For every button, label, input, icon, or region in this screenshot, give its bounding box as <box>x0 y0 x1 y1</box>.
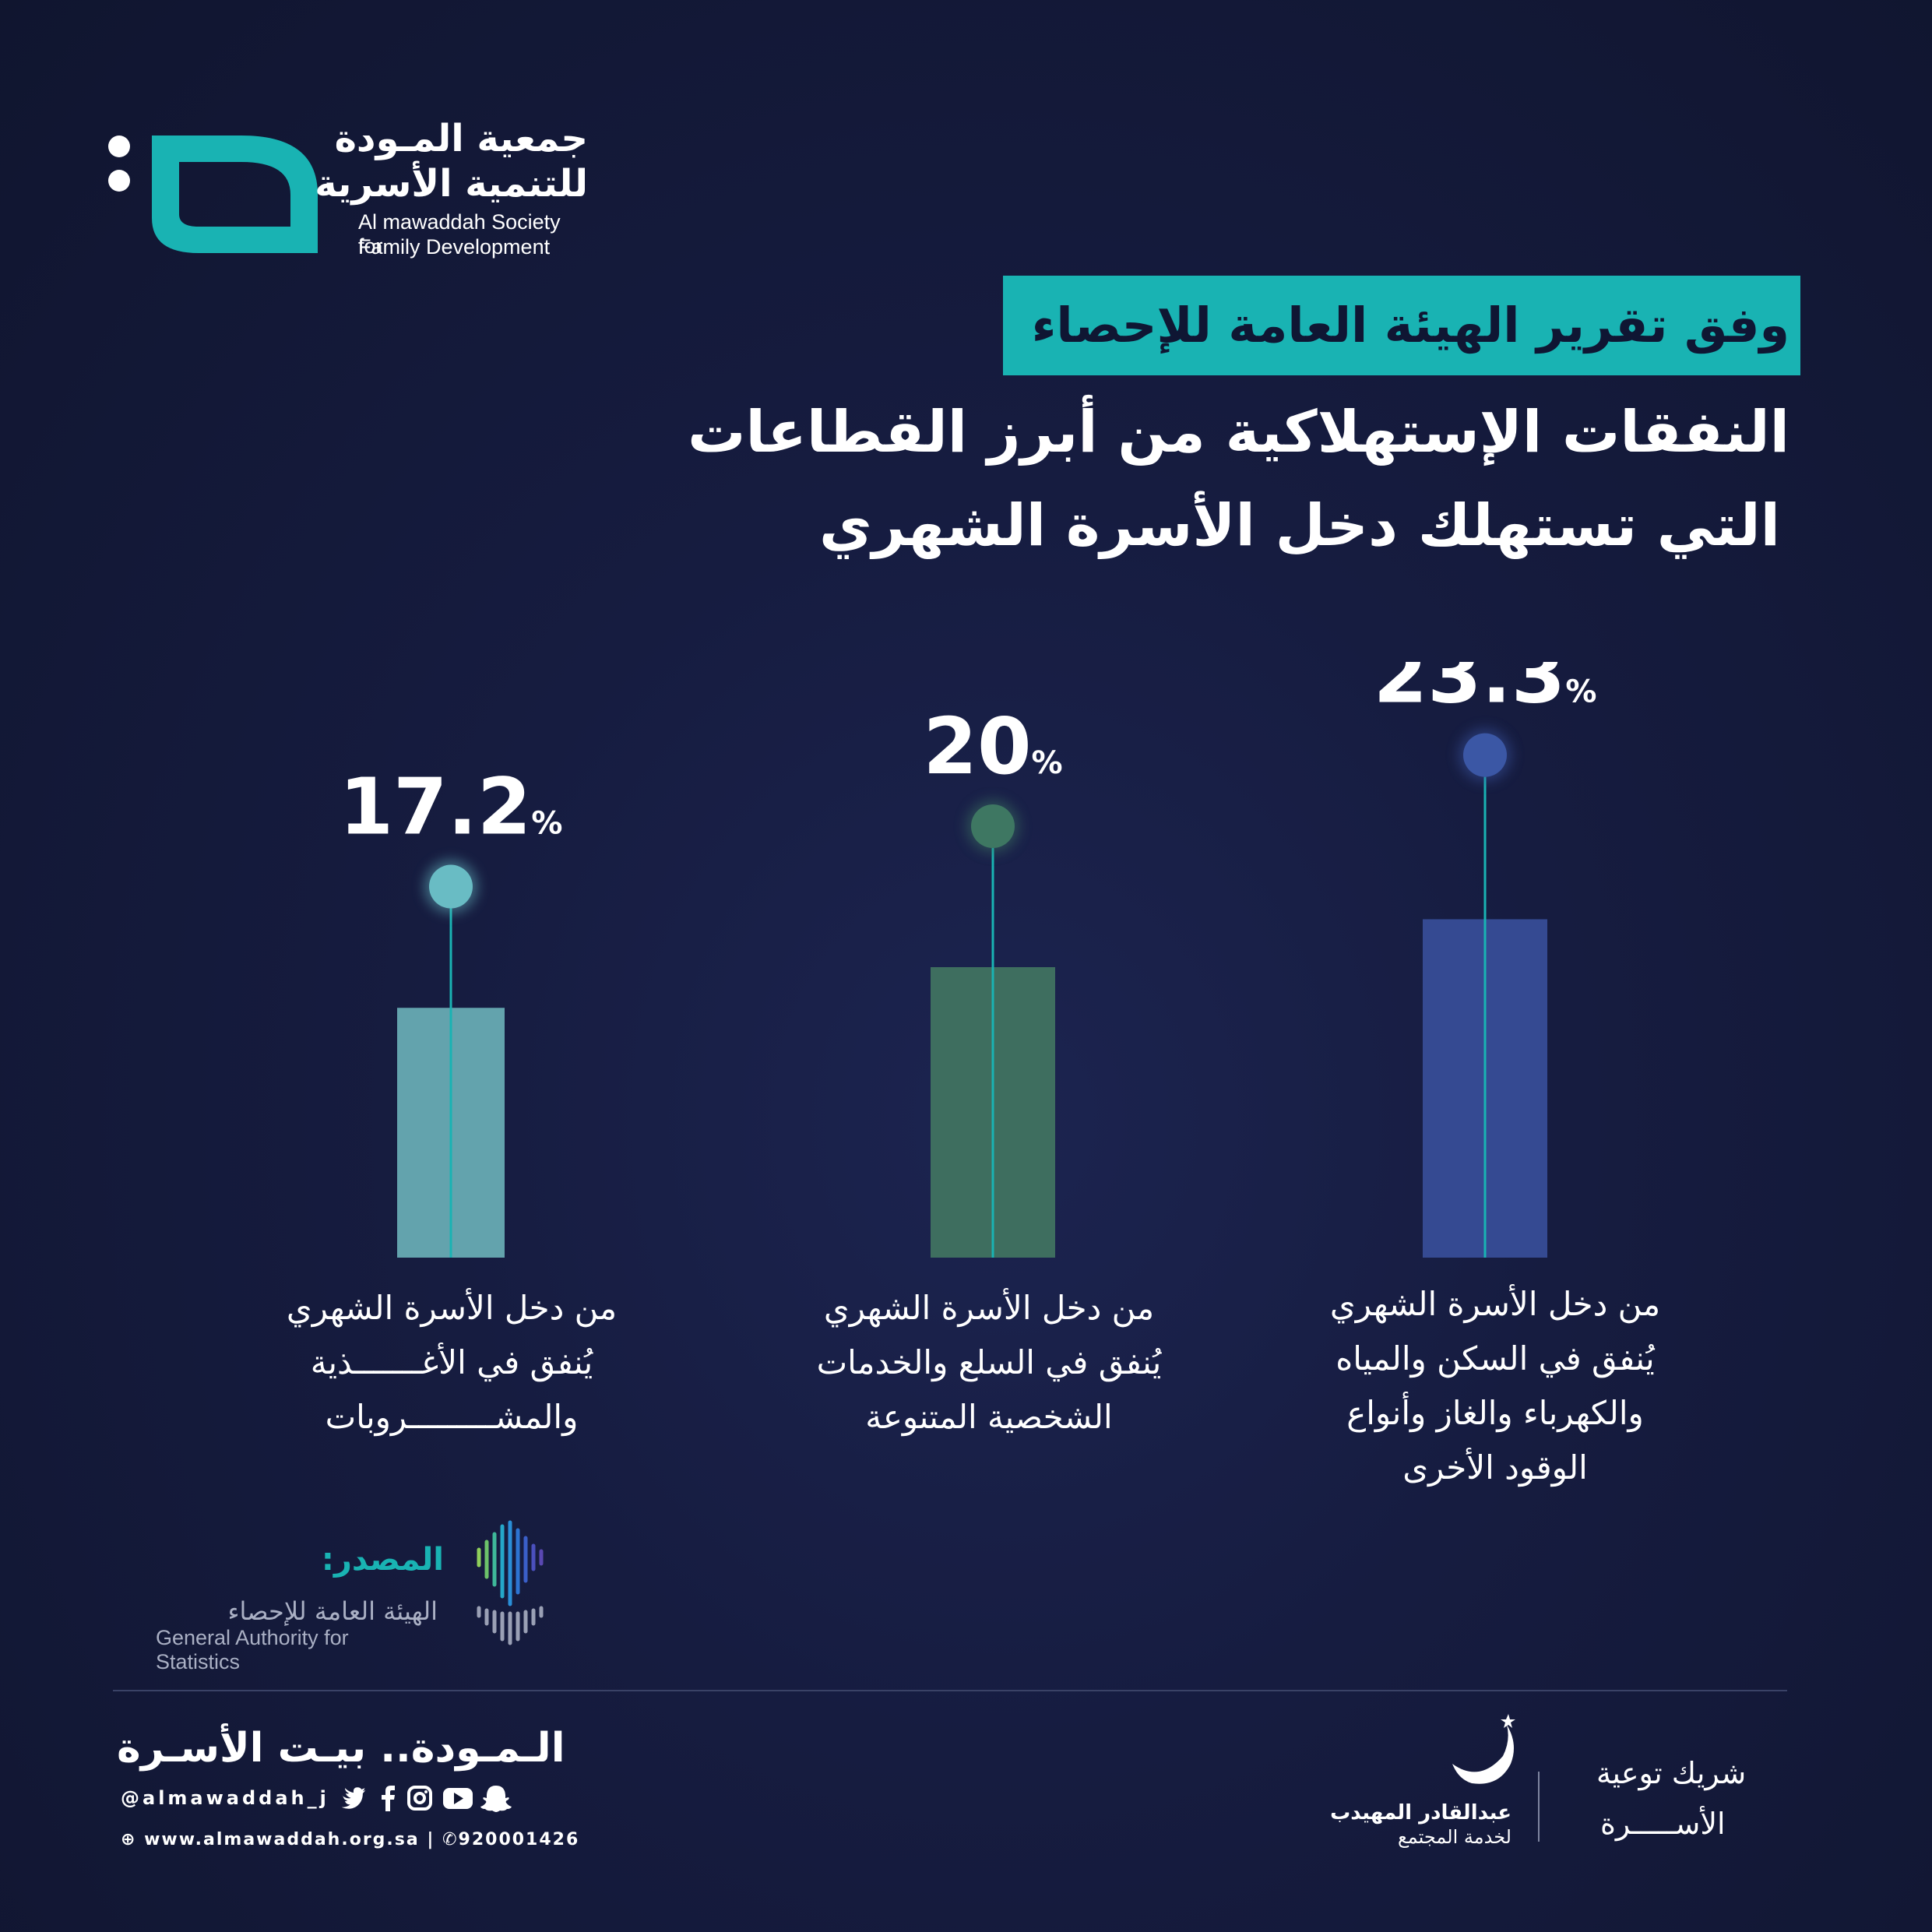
footer-divider <box>113 1690 1787 1691</box>
description-line: والكهرباء والغاز وأنواع <box>1346 1394 1644 1432</box>
banner-text: وفق تقرير الهيئة العامة للإحصاء <box>1031 297 1789 354</box>
description-line: من دخل الأسرة الشهري <box>1329 1285 1661 1323</box>
description-line: والمشـــــــــروبات <box>325 1398 579 1436</box>
snapchat-icon[interactable] <box>480 1786 512 1812</box>
globe-icon: ⊕ <box>121 1830 145 1849</box>
source-banner: وفق تقرير الهيئة العامة للإحصاء <box>1003 276 1800 375</box>
description-line: يُنفق في السلع والخدمات <box>816 1343 1162 1381</box>
phone-number[interactable]: 920001426 <box>458 1830 580 1849</box>
logo-english-name: Al mawaddah Society for <box>358 210 561 258</box>
category-description-personal-goods: من دخل الأسرة الشهري يُنفق في السلع والخ… <box>771 1281 1207 1445</box>
partner-name: عبدالقادر المهيدب <box>1330 1801 1511 1825</box>
logo-arabic-name: جمعية المـودة <box>334 117 588 160</box>
partner-divider <box>1538 1772 1540 1842</box>
facebook-icon[interactable] <box>382 1786 395 1811</box>
value-dot-2 <box>971 804 1015 848</box>
description-line: الشخصية المتنوعة <box>865 1398 1113 1436</box>
value-label-2: 20% <box>923 701 1062 792</box>
contact-line: ⊕ www.almawaddah.org.sa | ✆920001426 <box>121 1830 579 1849</box>
separator: | <box>419 1830 443 1849</box>
value-dot-3 <box>429 864 473 909</box>
source-org-arabic: الهيئة العامة للإحصاء <box>227 1596 438 1626</box>
awareness-partner-line2: الأســـــرة <box>1600 1807 1726 1841</box>
source-block: المصدر: الهيئة العامة للإحصاء General Au… <box>156 1519 561 1673</box>
description-line: الوقود الأخرى <box>1402 1448 1588 1487</box>
website-link[interactable]: www.almawaddah.org.sa <box>144 1830 420 1849</box>
crescent-icon <box>1452 1714 1515 1784</box>
page-title-line1: النفقات الإستهلاكية من أبرز القطاعات <box>688 399 1789 466</box>
instagram-icon[interactable] <box>407 1786 432 1811</box>
social-icons <box>340 1783 519 1818</box>
spending-bar-chart: 23.3% 20% 17.2% <box>340 662 1597 1258</box>
mawaddah-logo-icon <box>108 135 318 253</box>
footer-slogan: الـمـودة.. بيـت الأسـرة <box>117 1725 565 1772</box>
social-handle[interactable]: @almawaddah_j <box>121 1787 329 1809</box>
partner-tagline: لخدمة المجتمع <box>1398 1826 1511 1848</box>
society-logo: جمعية المـودة للتنمية الأسرية Al mawadda… <box>105 117 588 273</box>
value-dot-1 <box>1463 733 1507 777</box>
phone-icon: ✆ <box>442 1830 459 1849</box>
value-label-3: 17.2% <box>340 762 563 853</box>
page-title-line2: التي تستهلك دخل الأسرة الشهري <box>818 492 1780 559</box>
value-label-1: 23.3% <box>1374 662 1597 721</box>
youtube-icon[interactable] <box>443 1788 473 1809</box>
twitter-icon[interactable] <box>341 1787 366 1809</box>
source-org-english: General Authority for Statistics <box>156 1626 349 1673</box>
description-line: من دخل الأسرة الشهري <box>286 1289 618 1327</box>
gastat-logo-icon <box>477 1520 544 1645</box>
description-line: يُنفق في الأغـــــــذية <box>310 1343 593 1381</box>
description-line: يُنفق في السكن والمياه <box>1336 1339 1655 1378</box>
description-line: من دخل الأسرة الشهري <box>823 1289 1155 1327</box>
source-label: المصدر: <box>321 1542 444 1578</box>
category-description-housing: من دخل الأسرة الشهري يُنفق في السكن والم… <box>1293 1277 1698 1495</box>
logo-english-subtitle: Family Development <box>358 235 551 259</box>
partner-logo: عبدالقادر المهيدب لخدمة المجتمع <box>1328 1709 1522 1857</box>
awareness-partner-line1: شريك توعية <box>1596 1756 1747 1790</box>
category-description-food: من دخل الأسرة الشهري يُنفق في الأغــــــ… <box>249 1281 654 1445</box>
logo-arabic-subtitle: للتنمية الأسرية <box>315 162 588 206</box>
